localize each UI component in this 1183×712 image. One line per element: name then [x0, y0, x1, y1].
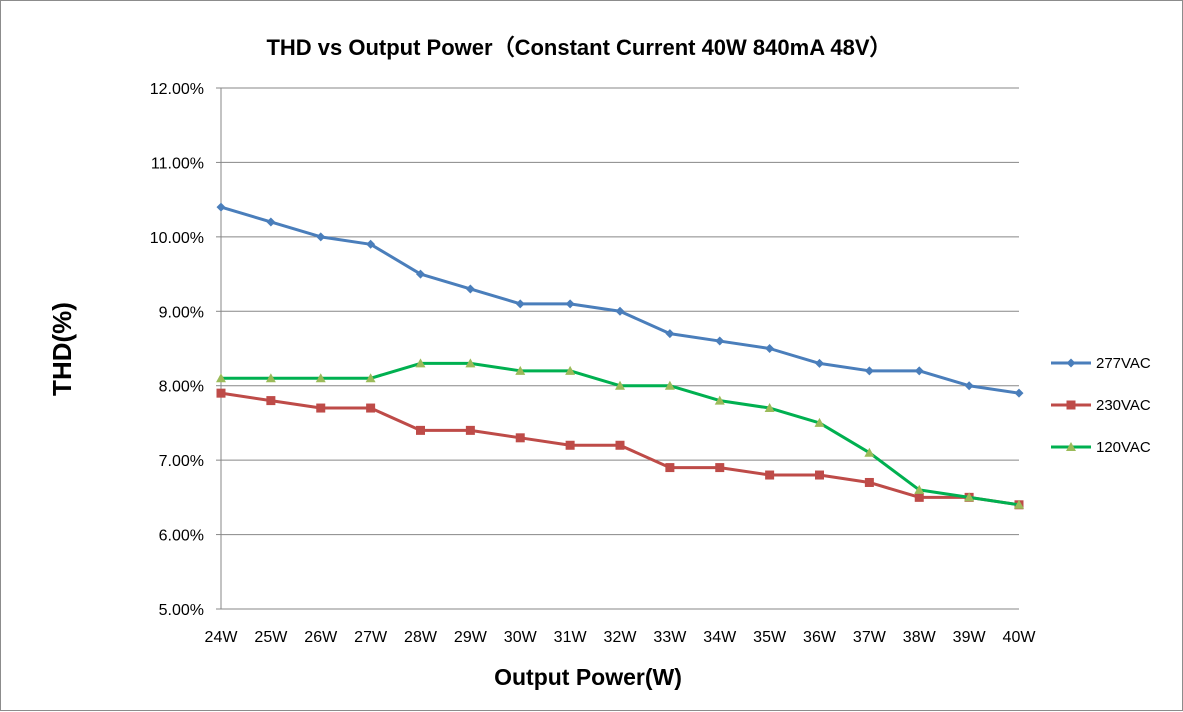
data-point — [715, 336, 725, 346]
x-tick-label: 33W — [653, 629, 687, 646]
data-point — [1014, 388, 1024, 398]
x-tick-label: 32W — [604, 629, 638, 646]
y-tick-label: 5.00% — [159, 602, 204, 619]
x-tick-label: 40W — [1003, 629, 1037, 646]
data-point — [416, 269, 425, 279]
data-point — [864, 477, 874, 487]
y-tick-label: 12.00% — [150, 81, 204, 98]
x-tick-label: 26W — [304, 629, 338, 646]
data-point — [864, 447, 875, 457]
data-point — [316, 403, 326, 413]
data-point — [365, 373, 376, 383]
x-tick-label: 31W — [554, 629, 588, 646]
x-tick-label: 38W — [903, 629, 937, 646]
x-tick-labels: 24W 25W 26W 27W 28W 29W 30W 31W 32W 33W 34W 35W 36W 3… — [205, 629, 1037, 646]
data-point — [416, 425, 425, 435]
data-point — [714, 395, 725, 405]
data-point — [715, 463, 725, 473]
series-230VAC — [216, 388, 1024, 510]
data-point — [615, 306, 625, 316]
y-tick-label: 8.00% — [159, 379, 204, 396]
data-point — [315, 373, 326, 383]
x-tick-label: 35W — [753, 629, 787, 646]
legend-label: 230VAC — [1096, 397, 1151, 414]
data-point — [565, 440, 575, 450]
data-point — [764, 403, 775, 413]
x-tick-label: 29W — [454, 629, 488, 646]
data-point — [366, 403, 376, 413]
data-point — [765, 470, 775, 480]
x-tick-label: 25W — [254, 629, 288, 646]
x-tick-label: 37W — [853, 629, 887, 646]
x-tick-label: 30W — [504, 629, 538, 646]
legend-item: 277VAC — [1051, 355, 1151, 372]
data-point — [864, 366, 874, 376]
data-point — [565, 299, 575, 309]
data-point — [366, 239, 376, 249]
y-tick-label: 6.00% — [159, 528, 204, 545]
y-tick-label: 11.00% — [151, 155, 204, 172]
legend-label: 277VAC — [1096, 355, 1151, 372]
data-point — [515, 433, 525, 443]
x-axis-label: Output Power(W) — [494, 664, 682, 690]
data-point — [465, 425, 475, 435]
data-point — [615, 380, 625, 390]
data-point — [964, 381, 974, 391]
data-point — [914, 484, 925, 494]
data-point — [964, 492, 975, 502]
series-layer — [216, 202, 1024, 510]
data-point — [265, 373, 276, 383]
data-point — [266, 217, 276, 227]
x-tick-label: 24W — [205, 629, 239, 646]
data-point — [914, 366, 924, 376]
data-point — [814, 417, 825, 427]
chart-title: THD vs Output Power（Constant Current 40W… — [266, 35, 891, 60]
series-line — [220, 205, 1020, 395]
data-point — [515, 365, 526, 375]
series-277VAC — [216, 202, 1024, 398]
x-tick-label: 27W — [354, 629, 388, 646]
y-tick-label: 9.00% — [159, 304, 204, 321]
x-tick-label: 34W — [703, 629, 737, 646]
y-tick-labels: 5.00% 6.00% 7.00% 8.00% 9.00% 10.00% 11.00% 12.… — [150, 81, 204, 619]
legend: 277VAC 230VAC 120VAC — [1051, 355, 1151, 456]
data-point — [815, 470, 824, 480]
data-point — [266, 396, 276, 406]
legend-label: 120VAC — [1096, 439, 1151, 456]
data-point — [465, 284, 475, 294]
legend-marker — [1066, 400, 1076, 410]
legend-marker — [1066, 442, 1076, 451]
data-point — [316, 232, 326, 242]
y-axis-label: THD(%) — [47, 302, 77, 396]
y-tick-label: 10.00% — [150, 230, 204, 247]
data-point — [216, 388, 226, 398]
data-point — [615, 440, 625, 450]
data-point — [415, 358, 426, 368]
x-tick-label: 28W — [404, 629, 438, 646]
legend-marker — [1066, 358, 1076, 368]
y-tick-label: 7.00% — [159, 453, 204, 470]
legend-item: 120VAC — [1051, 439, 1151, 456]
data-point — [665, 329, 675, 339]
data-point — [664, 380, 675, 390]
data-point — [815, 358, 824, 368]
series-120VAC — [216, 358, 1024, 509]
x-tick-label: 36W — [803, 629, 837, 646]
data-point — [216, 202, 226, 212]
data-point — [765, 344, 775, 353]
x-tick-label: 39W — [953, 629, 987, 646]
data-point — [665, 463, 675, 473]
data-point — [216, 373, 226, 383]
data-point — [1014, 499, 1024, 509]
data-point — [565, 365, 576, 375]
data-point — [914, 492, 924, 502]
axes — [216, 87, 1019, 610]
data-point — [465, 358, 476, 368]
data-point — [515, 299, 525, 309]
legend-item: 230VAC — [1051, 397, 1151, 414]
